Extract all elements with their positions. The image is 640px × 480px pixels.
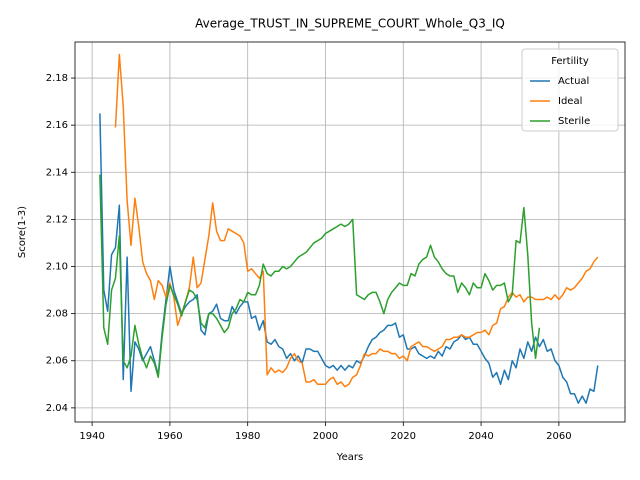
chart-title: Average_TRUST_IN_SUPREME_COURT_Whole_Q3_… xyxy=(195,17,505,31)
x-tick-label: 2040 xyxy=(468,431,493,442)
plot-frame xyxy=(74,41,626,423)
x-tick-label: 2020 xyxy=(391,431,416,442)
y-tick-label: 2.04 xyxy=(46,403,68,414)
legend-title: Fertility xyxy=(551,56,589,67)
series-line xyxy=(99,174,541,378)
legend-label: Ideal xyxy=(558,96,582,107)
series-line xyxy=(114,53,599,388)
y-tick-label: 2.08 xyxy=(46,309,68,320)
x-axis-label: Years xyxy=(336,452,363,463)
legend: Fertility Actual Ideal Sterile xyxy=(521,48,619,132)
x-tick-label: 2000 xyxy=(313,431,338,442)
x-tick-label: 1940 xyxy=(79,431,104,442)
legend-label: Actual xyxy=(558,76,589,87)
y-tick-label: 2.06 xyxy=(46,356,68,367)
x-tick-label: 1960 xyxy=(157,431,182,442)
y-axis-label: Score(1-3) xyxy=(17,206,28,258)
x-tick-label: 1980 xyxy=(235,431,260,442)
legend-box xyxy=(521,48,619,132)
x-tick-label: 2060 xyxy=(546,431,571,442)
y-tick-label: 2.10 xyxy=(46,262,68,273)
legend-label: Sterile xyxy=(558,116,590,127)
y-tick-label: 2.18 xyxy=(46,73,68,84)
y-tick-label: 2.14 xyxy=(46,167,68,178)
y-tick-label: 2.16 xyxy=(46,120,68,131)
y-tick-label: 2.12 xyxy=(46,214,68,225)
